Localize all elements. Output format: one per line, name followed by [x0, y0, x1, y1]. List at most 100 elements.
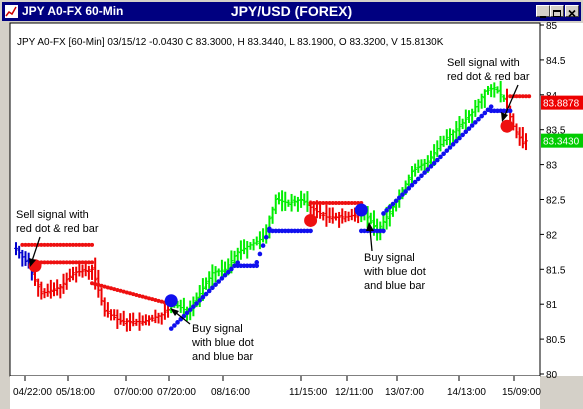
buy-stop-dot	[254, 260, 260, 265]
sell-stop-dot	[134, 292, 139, 297]
buy-stop-dot	[362, 228, 367, 234]
sell-stop-dot	[77, 260, 82, 265]
buy-stop-dot	[441, 151, 446, 157]
buy-stop-dot	[374, 228, 380, 234]
buy-stop-dot	[403, 189, 408, 194]
title-bar[interactable]: JPY A0-FX 60-Min JPY/USD (FOREX)	[2, 2, 581, 21]
buy-stop-dot	[197, 298, 203, 303]
sell-stop-dot	[102, 284, 107, 289]
buy-stop-dot	[263, 234, 269, 240]
buy-stop-dot	[482, 110, 488, 116]
buy-stop-dot	[219, 276, 225, 281]
sell-stop-dot	[131, 292, 136, 297]
price-labels: 83.8878 83.3430	[541, 95, 583, 148]
annotation-line: Sell signal with	[16, 209, 89, 221]
sell-stop-dot	[93, 282, 98, 287]
sell-stop-dot	[29, 242, 34, 247]
buy-stop-dot	[241, 263, 247, 269]
x-tick-label: 11/15:00	[289, 387, 328, 398]
x-axis-panel	[10, 376, 540, 409]
sell-stop-dot	[83, 242, 88, 247]
buy-stop-dot	[260, 243, 266, 248]
maximize-button[interactable]	[550, 5, 564, 17]
sell-stop-dot	[333, 200, 338, 205]
buy-stop-dot	[267, 228, 272, 234]
arrow-head-icon	[501, 112, 508, 122]
buy-stop-dot	[431, 160, 437, 166]
sell-stop-dot	[140, 294, 145, 299]
sell-stop-dot	[514, 94, 519, 99]
buy-stop-dot	[406, 186, 412, 191]
buy-stop-dot	[210, 285, 215, 291]
buy-stop-dot	[435, 157, 440, 163]
annotation-line: with blue dot	[363, 266, 426, 278]
sell-stop-dot	[64, 260, 69, 265]
y-tick-label: 80	[546, 370, 558, 381]
sell-stop-dot	[147, 296, 152, 301]
sell-stop-dot	[96, 282, 101, 287]
sell-stop-dot	[346, 200, 351, 205]
sell-stop-dot	[80, 260, 85, 265]
buy-stop-dot	[270, 228, 275, 234]
minimize-icon	[540, 16, 546, 18]
sell-stop-dot	[90, 281, 95, 286]
sell-stop-dot	[159, 299, 164, 304]
sell-stop-dot	[118, 288, 123, 293]
sell-stop-dot	[105, 285, 110, 290]
sell-stop-dot	[86, 242, 91, 247]
buy-stop-dot	[257, 251, 263, 257]
buy-stop-dot	[498, 108, 503, 114]
minimize-button[interactable]	[536, 5, 550, 18]
buy-stop-dot	[393, 198, 399, 204]
buy-stop-dot	[191, 304, 196, 309]
buy-stop-dot	[396, 195, 402, 201]
stop-dots	[20, 94, 532, 331]
buy-stop-dot	[358, 228, 364, 234]
buy-stop-dot	[495, 108, 500, 114]
buy-stop-dot	[200, 294, 206, 300]
buy-stop-dot	[175, 320, 180, 325]
annotation-buy-right: Buy signal with blue dot and blue bar	[363, 222, 426, 292]
buy-stop-dot	[415, 176, 421, 182]
buy-stop-dot	[507, 108, 513, 114]
buy-stop-dot	[381, 228, 386, 234]
y-tick-label: 82.5	[546, 196, 566, 207]
sell-stop-dot	[71, 242, 76, 247]
buy-stop-dot	[203, 291, 209, 297]
sell-stop-dot	[128, 291, 133, 296]
sell-stop-dot	[45, 242, 50, 247]
sell-stop-dot	[121, 289, 126, 294]
sell-stop-dot	[74, 242, 79, 247]
sell-stop-dot	[42, 260, 47, 265]
buy-stop-dot	[488, 108, 494, 114]
x-tick-label: 07/20:00	[157, 387, 196, 398]
buy-stop-dot	[181, 313, 187, 319]
buy-stop-dot	[390, 201, 396, 207]
maximize-icon	[553, 10, 561, 17]
sell-stop-dot	[156, 298, 161, 303]
buy-stop-dot	[308, 228, 313, 234]
sell-stop-dot	[150, 297, 155, 302]
sell-stop-dot	[340, 200, 345, 205]
sell-stop-dot	[330, 200, 335, 205]
buy-stop-dot	[422, 170, 427, 175]
buy-stop-dot	[286, 228, 291, 234]
close-button[interactable]	[565, 5, 579, 18]
sell-stop-dot	[52, 242, 57, 247]
annotation-buy-middle: Buy signal with blue dot and blue bar	[170, 308, 254, 363]
sell-stop-dot	[86, 260, 91, 265]
sell-stop-dot	[508, 94, 513, 99]
buy-stop-dot	[172, 323, 177, 328]
buy-stop-dot	[235, 263, 241, 269]
sell-stop-dot	[318, 200, 323, 205]
price-label-box	[541, 133, 583, 148]
buy-stop-dot	[384, 208, 389, 213]
buy-stop-dot	[400, 192, 405, 197]
buy-stop-dot	[419, 173, 424, 179]
arrow-head-icon	[29, 258, 36, 267]
x-tick-label: 15/09:00	[502, 387, 541, 398]
annotation-sell-right: Sell signal with red dot & red bar	[447, 57, 530, 122]
x-tick-label: 13/07:00	[385, 387, 424, 398]
sell-stop-dot	[527, 94, 532, 99]
sell-stop-dot	[90, 260, 95, 265]
